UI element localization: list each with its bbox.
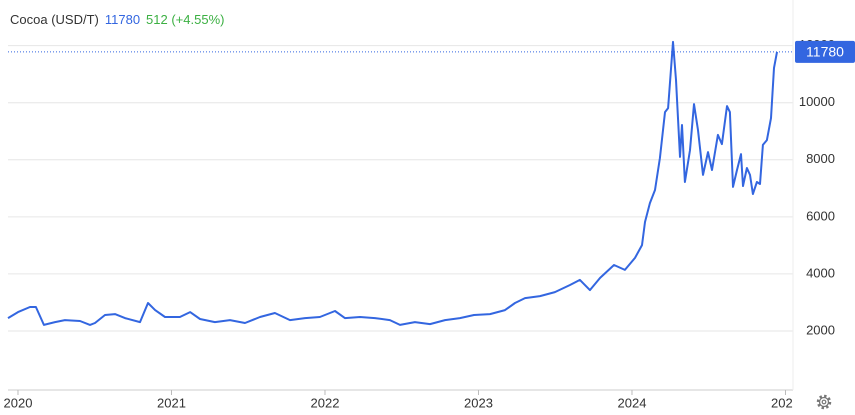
y-tick-label: 4000 — [806, 265, 835, 280]
x-tick-label: 2023 — [464, 395, 493, 410]
x-tick-label: 2025 — [771, 395, 800, 410]
y-tick-label: 2000 — [806, 322, 835, 337]
last-price-label: 11780 — [806, 44, 844, 60]
gear-hole — [821, 399, 827, 405]
y-tick-label: 10000 — [799, 94, 835, 109]
settings-icon[interactable] — [816, 394, 832, 410]
x-tick-label: 2022 — [311, 395, 340, 410]
chart-title: Cocoa (USD/T) 11780 512 (+4.55%) — [10, 12, 224, 27]
title: Cocoa (USD/T) — [10, 12, 99, 27]
x-tick-labels: 2020 2021 2022 2023 2024 2025 — [4, 395, 800, 410]
y-tick-label: 6000 — [806, 208, 835, 223]
grid — [8, 45, 793, 332]
x-tick-label: 2021 — [157, 395, 186, 410]
change: 512 (+4.55%) — [146, 12, 224, 27]
last-price-badge — [795, 40, 855, 63]
price: 11780 — [105, 12, 140, 27]
price-line — [7, 40, 778, 326]
x-tick-label: 2020 — [4, 395, 33, 410]
y-tick-label: 8000 — [806, 151, 835, 166]
x-tick-label: 2024 — [618, 395, 647, 410]
gear-body — [818, 396, 830, 408]
gear-teeth — [816, 394, 832, 410]
